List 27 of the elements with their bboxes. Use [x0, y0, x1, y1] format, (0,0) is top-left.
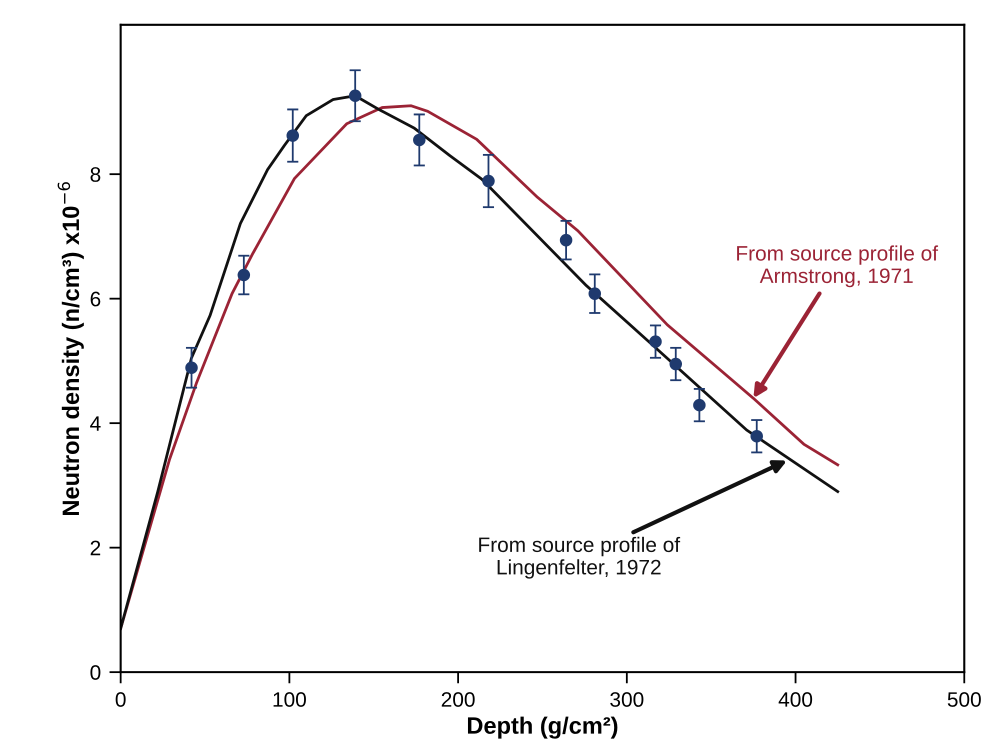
- x-axis-title: Depth (g/cm²): [468, 716, 618, 739]
- x-tick-label: 200: [442, 692, 475, 707]
- x-tick-label: 500: [948, 692, 981, 707]
- y-tick-label: 4: [90, 416, 101, 431]
- annotation: From source profile of Armstrong, 1971: [737, 245, 938, 288]
- y-tick-label: 6: [90, 292, 100, 306]
- point: [482, 174, 495, 188]
- point: [348, 89, 362, 102]
- y-tick-label: 2: [90, 540, 100, 556]
- point: [693, 398, 706, 412]
- point: [413, 134, 426, 146]
- y-tick-label: 8: [90, 167, 100, 182]
- x-tick-label: 300: [610, 692, 644, 707]
- point: [588, 287, 602, 300]
- x-tick-label: 100: [274, 692, 306, 707]
- y-tick-label: 0: [90, 665, 100, 680]
- point: [286, 129, 300, 142]
- point: [670, 358, 682, 370]
- point: [238, 268, 250, 282]
- annotation: From source profile of Lingenfelter, 1972: [479, 536, 680, 579]
- x-tick-label: 0: [116, 692, 126, 707]
- point: [649, 335, 662, 348]
- point: [185, 362, 198, 374]
- x-tick-label: 400: [778, 692, 812, 707]
- y-axis-title: Neutron density (n/cm³) x10$^{−6}$: [58, 182, 84, 515]
- point: [560, 234, 572, 246]
- point: [750, 430, 763, 442]
